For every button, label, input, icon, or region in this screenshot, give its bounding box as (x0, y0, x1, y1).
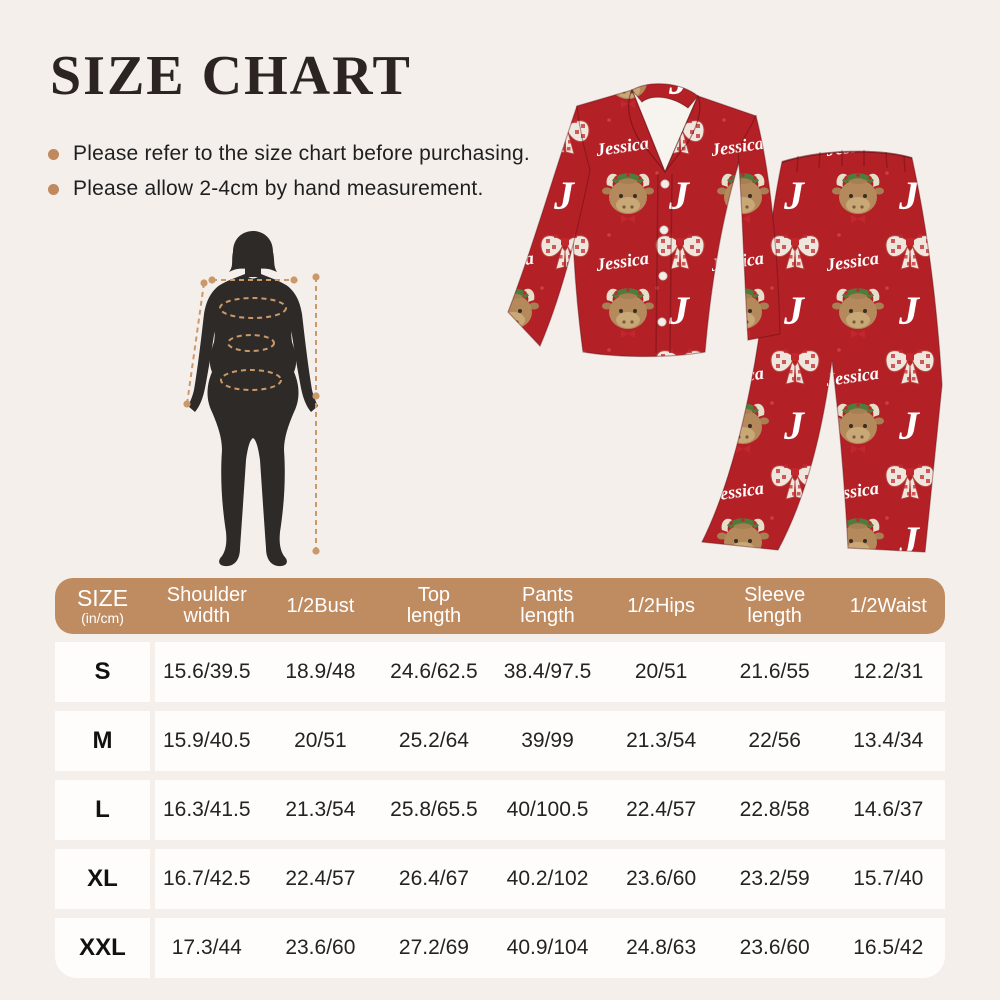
value-cell: 20/51 (294, 729, 347, 752)
column-header: Sleeve length (744, 584, 806, 627)
value-cell: 24.8/63 (626, 936, 697, 959)
value-cell: 15.9/40.5 (162, 729, 251, 752)
column-header: Pants length (520, 584, 575, 627)
value-cell: 15.7/40 (853, 867, 924, 890)
table-row: M 15.9/40.5 20/51 25.2/64 39/99 21.3/54 … (55, 711, 945, 771)
value-cell: 26.4/67 (398, 867, 469, 890)
column-header: 1/2Hips (627, 594, 695, 617)
pajama-pants (701, 150, 943, 553)
column-header: Shoulder width (166, 584, 247, 627)
value-cell: 23.6/60 (739, 936, 810, 959)
value-cell: 40.2/102 (506, 867, 589, 890)
note-text: Please allow 2-4cm by hand measurement. (73, 177, 484, 200)
value-cell: 39/99 (521, 729, 574, 752)
value-cell: 16.3/41.5 (162, 798, 251, 821)
column-header-size: SIZE (in/cm) (55, 584, 150, 626)
size-cell: M (92, 727, 113, 754)
value-cell: 20/51 (634, 660, 688, 683)
size-cell: XL (87, 865, 118, 892)
value-cell: 24.6/62.5 (390, 660, 478, 683)
size-cell: XXL (79, 934, 126, 961)
product-image: J Jessica (480, 50, 1000, 580)
bullet-dot-icon (48, 148, 59, 160)
value-cell: 25.8/65.5 (390, 798, 478, 821)
value-cell: 40/100.5 (506, 798, 589, 821)
table-row: L 16.3/41.5 21.3/54 25.8/65.5 40/100.5 2… (55, 780, 945, 840)
bullet-dot-icon (48, 183, 59, 195)
value-cell: 25.2/64 (398, 729, 469, 752)
note-item: Please refer to the size chart before pu… (48, 142, 530, 166)
value-cell: 16.5/42 (853, 936, 924, 959)
size-header-label: SIZE (76, 584, 129, 611)
table-body: S 15.6/39.5 18.9/48 24.6/62.5 38.4/97.5 … (55, 642, 945, 978)
table-row: XXL 17.3/44 23.6/60 27.2/69 40.9/104 24.… (55, 918, 945, 978)
column-header: 1/2Waist (849, 594, 927, 617)
value-cell: 21.3/54 (285, 798, 356, 821)
table-row: XL 16.7/42.5 22.4/57 26.4/67 40.2/102 23… (55, 849, 945, 909)
value-cell: 21.3/54 (626, 729, 697, 752)
value-cell: 18.9/48 (285, 660, 356, 683)
value-cell: 38.4/97.5 (503, 660, 592, 683)
measurement-guides (186, 277, 317, 551)
button-icon (657, 179, 670, 327)
size-cell: S (94, 658, 111, 685)
pajama-top (507, 83, 781, 358)
body-silhouette-illustration (183, 231, 320, 567)
value-cell: 17.3/44 (171, 936, 242, 959)
value-cell: 22.4/57 (285, 867, 356, 890)
value-cell: 16.7/42.5 (162, 867, 251, 890)
page-title: SIZE CHART (50, 45, 412, 107)
value-cell: 12.2/31 (853, 660, 924, 683)
value-cell: 21.6/55 (739, 660, 810, 683)
value-cell: 22/56 (748, 729, 801, 752)
value-cell: 22.4/57 (626, 798, 697, 821)
table-header-row: SIZE (in/cm) Shoulder width 1/2Bust Top … (55, 578, 945, 634)
value-cell: 23.6/60 (626, 867, 697, 890)
measurement-figure (150, 210, 400, 595)
column-header: 1/2Bust (286, 594, 355, 617)
table-row: S 15.6/39.5 18.9/48 24.6/62.5 38.4/97.5 … (55, 642, 945, 702)
notes-list: Please refer to the size chart before pu… (48, 142, 530, 212)
value-cell: 27.2/69 (398, 936, 469, 959)
column-header: Top length (406, 584, 462, 627)
note-item: Please allow 2-4cm by hand measurement. (48, 177, 530, 201)
value-cell: 23.6/60 (285, 936, 356, 959)
value-cell: 40.9/104 (506, 936, 589, 959)
pajama-set-illustration: J Jessica (507, 83, 943, 553)
measurement-endpoints (183, 273, 320, 555)
value-cell: 14.6/37 (853, 798, 924, 821)
note-text: Please refer to the size chart before pu… (73, 142, 530, 165)
size-table: SIZE (in/cm) Shoulder width 1/2Bust Top … (55, 578, 945, 978)
value-cell: 15.6/39.5 (162, 660, 251, 683)
size-cell: L (95, 796, 110, 823)
value-cell: 22.8/58 (739, 798, 810, 821)
size-header-unit: (in/cm) (81, 609, 124, 626)
value-cell: 23.2/59 (739, 867, 810, 890)
value-cell: 13.4/34 (853, 729, 924, 752)
